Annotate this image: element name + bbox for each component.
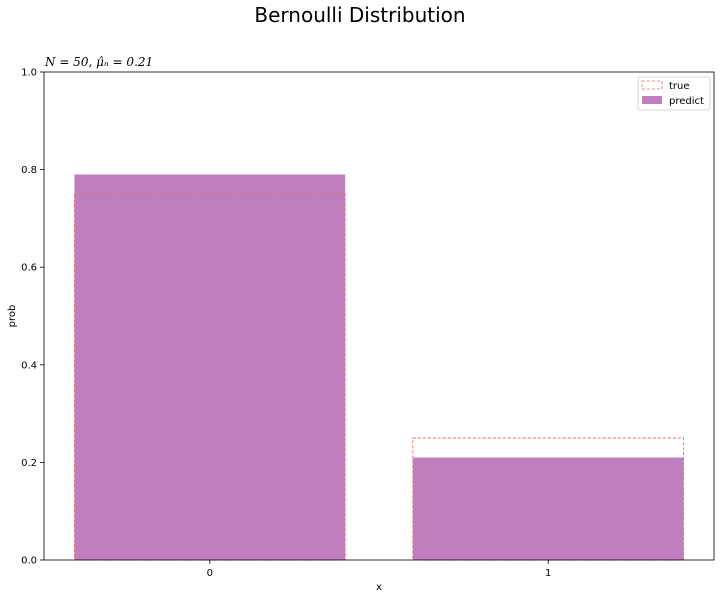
- predict-bar-1: [412, 457, 684, 560]
- legend-true-label: true: [669, 81, 690, 92]
- y-axis-label: prob: [7, 305, 18, 328]
- y-tick-label: 0.4: [21, 360, 37, 371]
- x-tick-label: 1: [545, 568, 551, 579]
- legend-predict-swatch: [642, 96, 662, 104]
- chart-title: N = 50, μ̂ₙ = 0.21: [44, 55, 153, 69]
- y-tick-label: 1.0: [21, 68, 37, 79]
- x-axis-label: x: [376, 582, 382, 593]
- y-tick-label: 0.8: [21, 165, 37, 176]
- legend-predict-label: predict: [669, 96, 704, 107]
- plot-area: [74, 174, 684, 561]
- legend-true-swatch: [641, 80, 663, 90]
- legend: true predict: [637, 76, 711, 111]
- y-tick-label: 0.0: [21, 556, 37, 567]
- chart-suptitle: Bernoulli Distribution: [254, 3, 465, 27]
- x-tick-label: 0: [207, 568, 213, 579]
- predict-bar-0: [74, 174, 346, 561]
- y-axis: 0.0 0.2 0.4 0.6 0.8 1.0: [21, 68, 44, 567]
- axes-frame: [43, 71, 715, 561]
- y-tick-label: 0.6: [21, 263, 37, 274]
- true-bar-1: [412, 437, 684, 561]
- y-tick-label: 0.2: [21, 458, 37, 469]
